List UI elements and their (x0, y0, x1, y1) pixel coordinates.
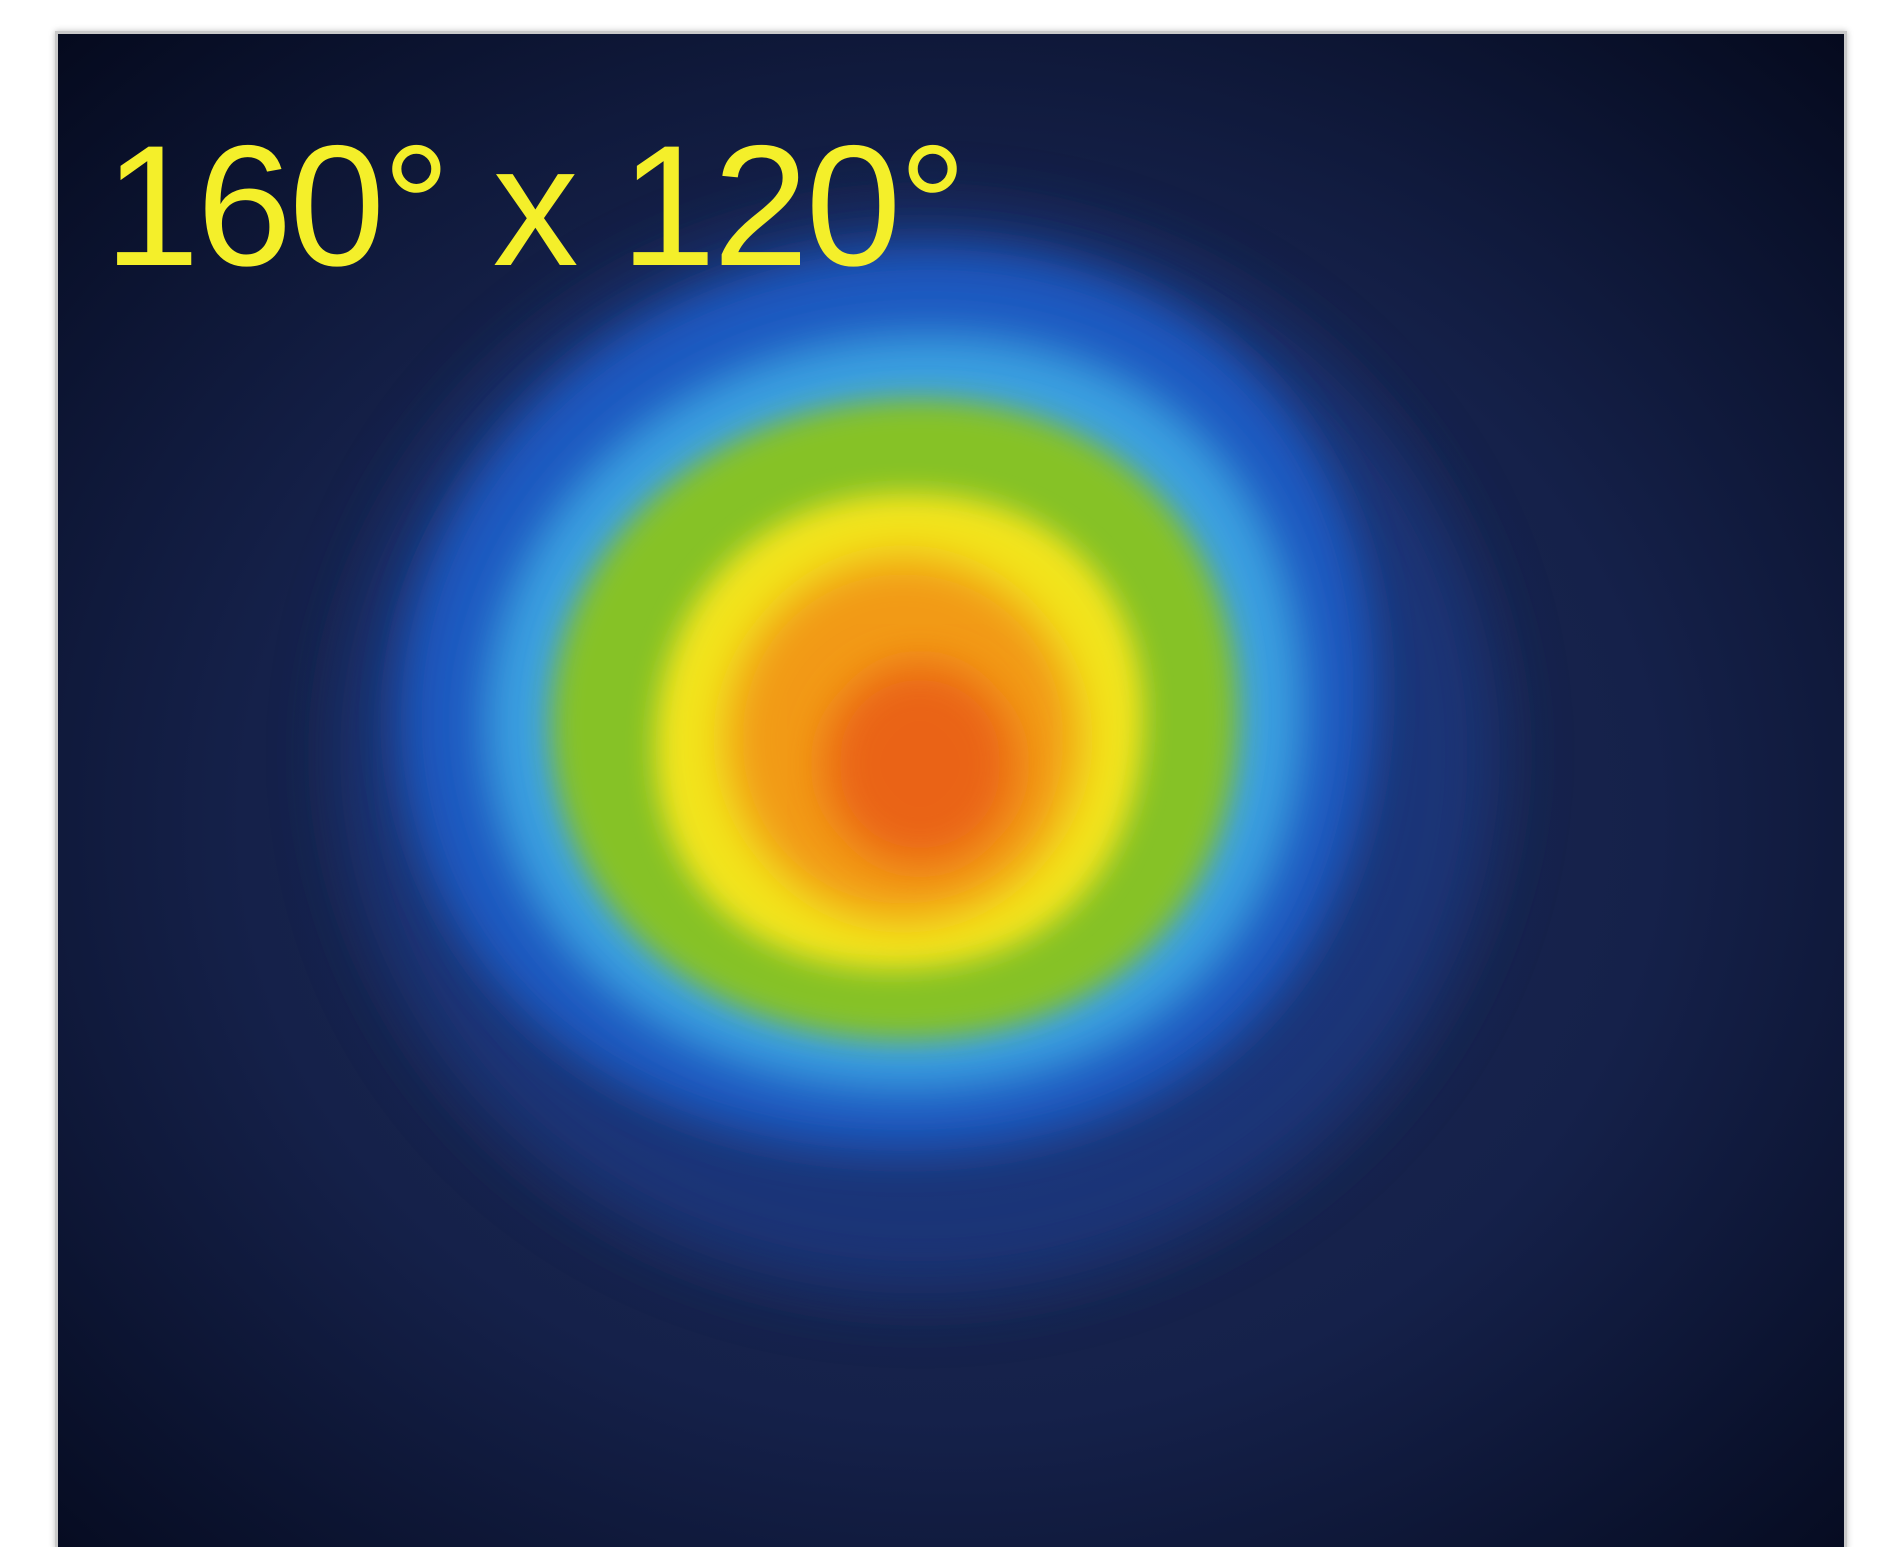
field-of-view-label: 160° x 120° (104, 110, 967, 302)
intensity-heatmap (58, 34, 1844, 1547)
intensity-image-frame: 160° x 120° (58, 34, 1844, 1547)
center-hotspot (825, 664, 1015, 864)
